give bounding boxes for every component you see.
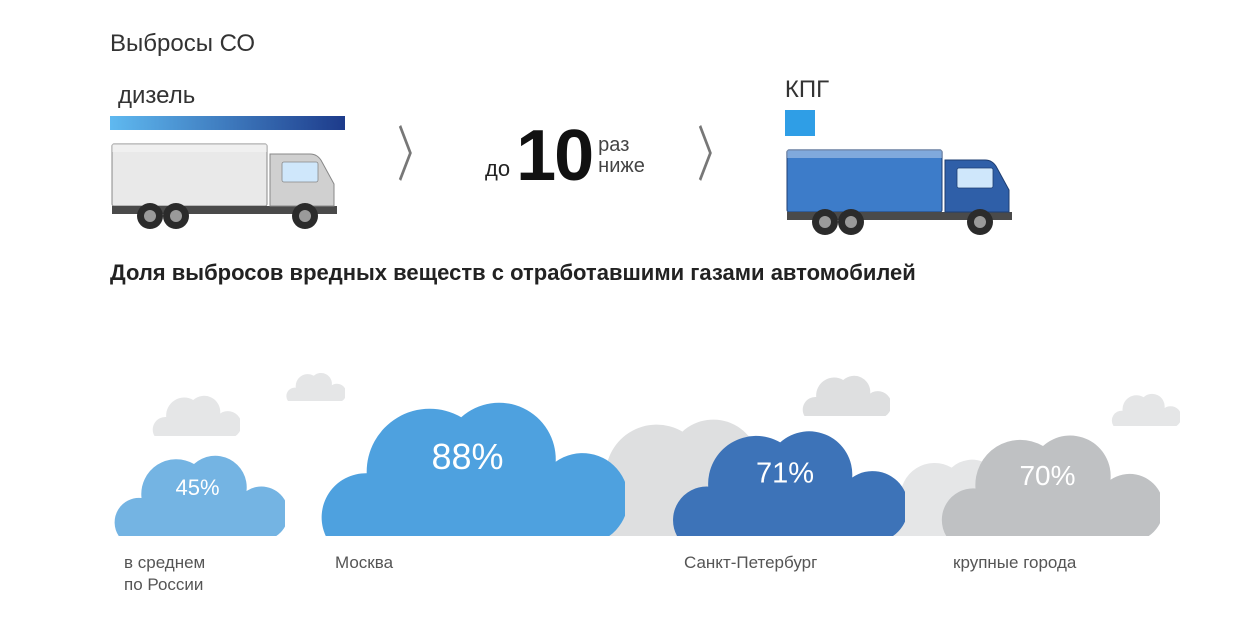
metric-suffix-line1: раз [598, 135, 645, 156]
cloud-percentage: 70% [1019, 460, 1075, 492]
compare-row: дизель 〉 до 10 раз ниже 〉 КПГ [110, 76, 1130, 236]
cloud-label: Санкт-Петербург [684, 552, 864, 574]
section-title: Выбросы СО [110, 30, 1130, 58]
metric-number: 10 [516, 124, 592, 189]
cloud-icon: 45% [110, 436, 285, 536]
chevron-icon: 〉 [697, 126, 733, 186]
emissions-share-section: Доля выбросов вредных веществ с отработа… [110, 260, 1180, 596]
reduction-metric: до 10 раз ниже [485, 124, 645, 189]
diesel-label: дизель [110, 82, 345, 110]
subsection-title: Доля выбросов вредных веществ с отработа… [110, 260, 1180, 286]
cloud-label: Москва [335, 552, 515, 574]
diesel-truck-icon [110, 140, 345, 230]
background-cloud-icon [150, 386, 240, 436]
metric-suffix: раз ниже [598, 135, 645, 177]
cng-emission-bar [785, 110, 815, 136]
cng-truck-icon [785, 146, 1020, 236]
diesel-column: дизель [110, 82, 345, 230]
cloud-label: крупные города [953, 552, 1133, 574]
cloud-percentage: 71% [756, 457, 814, 490]
chevron-icon: 〉 [397, 126, 433, 186]
cloud-percentage: 88% [431, 436, 503, 478]
emissions-compare-section: Выбросы СО дизель 〉 до 10 раз ниже [110, 30, 1130, 236]
cloud-data-item: 70%крупные города [935, 411, 1160, 536]
cloud-percentage: 45% [175, 475, 219, 501]
cng-column: КПГ [785, 76, 1020, 236]
cloud-icon: 70% [935, 411, 1160, 536]
cloud-label: в среднем по России [124, 552, 304, 596]
clouds-chart: 45%в среднем по России 88%Москва 71%Санк… [110, 316, 1180, 596]
cloud-icon: 71% [665, 406, 905, 536]
cloud-data-item: 71%Санкт-Петербург [665, 406, 905, 536]
metric-prefix: до [485, 156, 510, 188]
cloud-icon: 88% [310, 371, 625, 536]
cloud-data-item: 45%в среднем по России [110, 436, 285, 536]
diesel-emission-bar [110, 116, 345, 130]
metric-suffix-line2: ниже [598, 156, 645, 177]
cloud-data-item: 88%Москва [310, 371, 625, 536]
cng-label: КПГ [785, 76, 1020, 104]
